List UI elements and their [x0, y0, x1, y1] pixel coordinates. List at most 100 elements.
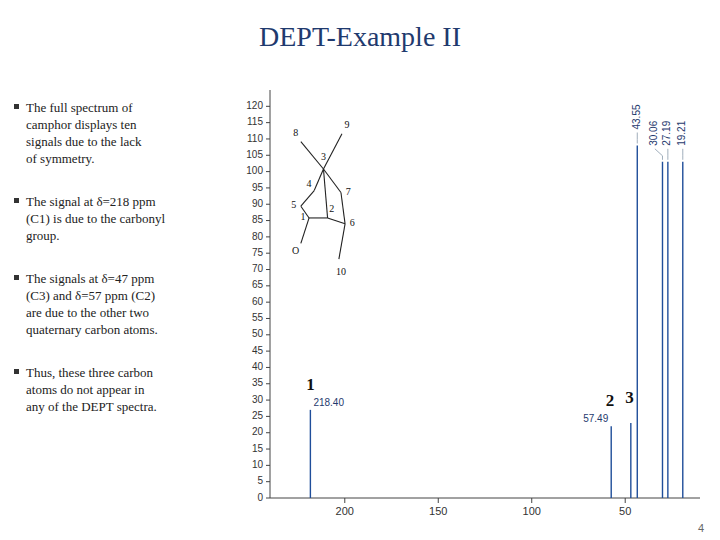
bullet-line: any of the DEPT spectra. — [26, 399, 157, 414]
y-tick — [266, 449, 270, 450]
y-tick — [266, 187, 270, 188]
bullet-line: camphor displays ten — [26, 117, 137, 132]
title: DEPT-Example II — [259, 21, 461, 52]
y-tick — [266, 138, 270, 139]
bullet-line: signals due to the lack — [26, 134, 142, 149]
bullet-line: of symmetry. — [26, 151, 94, 166]
structure-label: 4 — [307, 178, 312, 189]
peak — [630, 423, 631, 498]
y-tick-label: 45 — [252, 345, 264, 356]
peak — [310, 410, 311, 498]
structure-label: 7 — [346, 186, 351, 197]
y-tick — [266, 220, 270, 221]
y-tick — [266, 236, 270, 237]
y-tick — [266, 481, 270, 482]
bullet-marker — [14, 275, 19, 280]
structure-bond — [341, 192, 345, 223]
y-tick — [266, 253, 270, 254]
y-tick-label: 60 — [252, 296, 264, 307]
peak-label: 57.49 — [583, 413, 608, 424]
bullet-line: The signals at δ=47 ppm — [26, 271, 154, 286]
structure-bond — [314, 169, 323, 191]
structure-label: 1 — [300, 211, 305, 222]
bullet-line: are due to the other two — [26, 305, 149, 320]
x-tick-label: 50 — [619, 505, 631, 517]
peak — [637, 145, 638, 498]
x-tick-label: 100 — [523, 505, 541, 517]
structure-label: 10 — [336, 266, 346, 277]
bullet-text: Thus, these three carbon atoms do not app… — [26, 365, 157, 414]
y-tick-label: 55 — [252, 312, 264, 323]
peak — [667, 162, 668, 498]
x-tick — [625, 498, 626, 503]
y-tick — [266, 302, 270, 303]
y-tick — [266, 155, 270, 156]
y-tick-label: 50 — [252, 328, 264, 339]
y-tick-label: 35 — [252, 377, 264, 388]
structure-label: 6 — [350, 217, 355, 228]
y-tick — [266, 498, 270, 499]
bullet-line: quaternary carbon atoms. — [26, 322, 158, 337]
x-axis-line — [270, 498, 700, 499]
y-tick — [266, 383, 270, 384]
y-tick — [266, 318, 270, 319]
y-tick — [266, 465, 270, 466]
peak-number: 2 — [606, 391, 615, 410]
y-tick — [266, 285, 270, 286]
y-tick — [266, 106, 270, 107]
bullet-line: The full spectrum of — [26, 100, 133, 115]
y-tick-label: 90 — [252, 198, 264, 209]
peak — [662, 162, 663, 498]
y-tick-label: 65 — [252, 279, 264, 290]
peak-label: 43.55 — [631, 104, 642, 129]
y-tick-label: 85 — [252, 214, 264, 225]
y-tick — [266, 400, 270, 401]
y-tick-label: 95 — [252, 182, 264, 193]
peak-label: 27.19 — [662, 120, 673, 145]
peak — [682, 162, 683, 498]
structure-label: O — [292, 245, 299, 256]
structure-bond — [323, 169, 327, 218]
x-tick — [438, 498, 439, 503]
x-tick — [344, 498, 345, 503]
y-tick-label: 20 — [252, 426, 264, 437]
y-tick-label: 80 — [252, 231, 264, 242]
structure-label: 9 — [345, 119, 350, 130]
structure-label: 3 — [321, 151, 326, 162]
y-tick — [266, 367, 270, 368]
y-tick — [266, 416, 270, 417]
chart: DEPT-Example II The full spectrum of camph… — [0, 0, 720, 540]
y-tick — [266, 432, 270, 433]
y-tick-label: 25 — [252, 410, 264, 421]
structure-bond — [323, 134, 342, 169]
structure-bond — [301, 191, 314, 207]
bullet-marker — [14, 198, 19, 203]
structure-bond — [323, 169, 340, 193]
y-tick-label: 40 — [252, 361, 264, 372]
y-tick-label: 15 — [252, 443, 264, 454]
y-tick-label: 10 — [252, 459, 264, 470]
leader-line — [655, 149, 663, 160]
bullet-line: atoms do not appear in — [26, 382, 145, 397]
leader-line — [637, 132, 638, 143]
leader-line — [667, 149, 668, 160]
peak-number: 3 — [625, 388, 634, 407]
bullet-text: The signals at δ=47 ppm(C3) and δ=57 ppm… — [26, 271, 158, 337]
peak-label: 30.06 — [649, 120, 660, 145]
y-tick-label: 115 — [247, 116, 263, 127]
peak — [611, 426, 612, 498]
y-tick — [266, 351, 270, 352]
x-tick-label: 200 — [336, 505, 354, 517]
axes: 2001501005005101520253035404550556065707… — [246, 90, 700, 517]
structure-bond — [309, 217, 328, 218]
y-tick-label: 30 — [252, 394, 264, 405]
y-tick-label: 100 — [246, 165, 263, 176]
y-tick-label: 70 — [252, 263, 264, 274]
bullet-line: group. — [26, 228, 60, 243]
y-tick — [266, 269, 270, 270]
bullet-line: Thus, these three carbon — [26, 365, 154, 380]
y-tick-label: 75 — [252, 247, 264, 258]
bullet-marker — [14, 104, 19, 109]
y-tick-label: 0 — [257, 492, 263, 503]
x-tick — [531, 498, 532, 503]
